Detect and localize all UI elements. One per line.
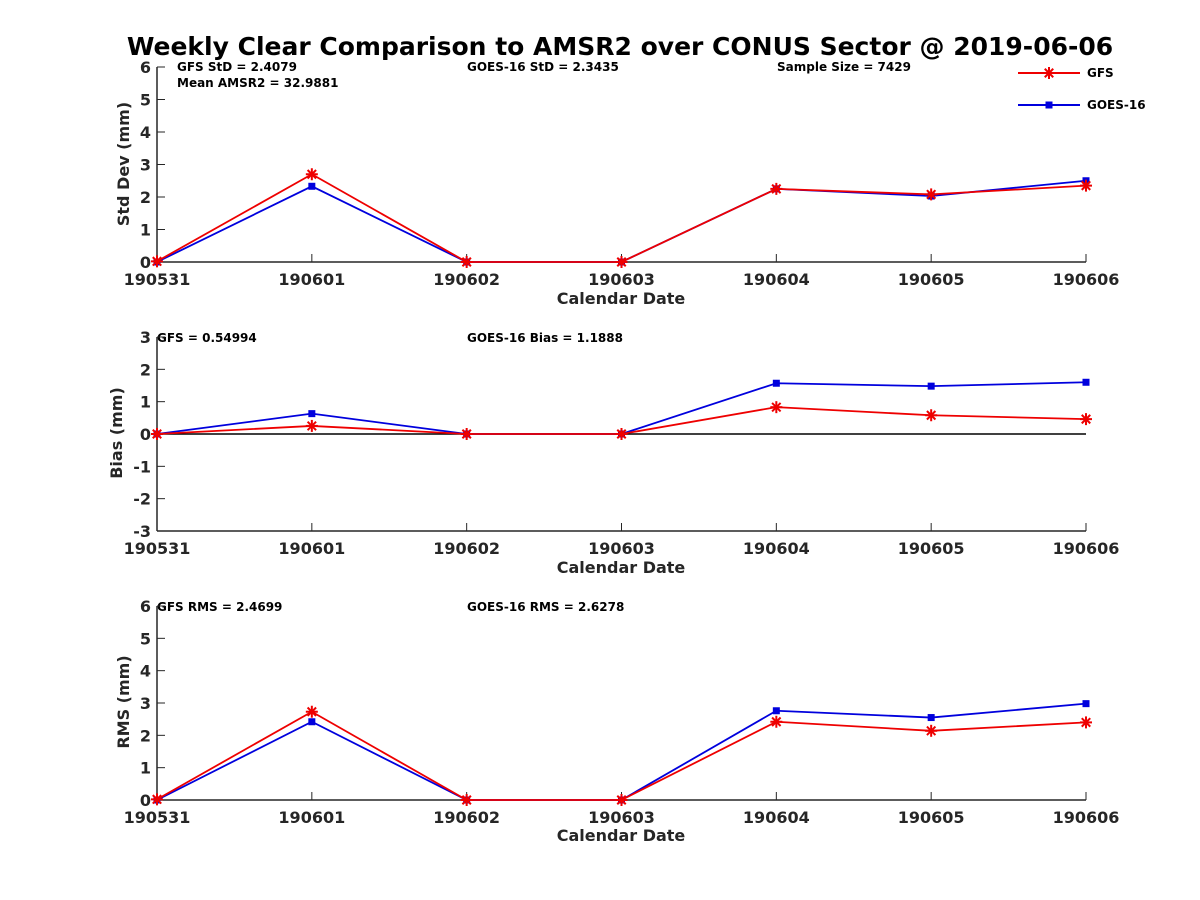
x-tick-label: 190602	[433, 539, 500, 558]
gfs-data-point	[460, 256, 473, 268]
x-tick-label: 190604	[743, 808, 810, 827]
x-tick-label: 190606	[1053, 808, 1120, 827]
bias-xlabel: Calendar Date	[557, 558, 686, 577]
x-tick-label: 190601	[278, 808, 345, 827]
y-tick-label: 5	[140, 629, 151, 648]
x-tick-label: 190603	[588, 808, 655, 827]
y-tick-label: 3	[140, 694, 151, 713]
gfs-data-point	[770, 182, 783, 195]
y-tick-label: 6	[140, 58, 151, 77]
y-tick-label: -3	[133, 522, 151, 541]
x-tick-label: 190601	[278, 539, 345, 558]
goes-bias-annotation: GOES-16 Bias = 1.1888	[467, 331, 623, 345]
y-tick-label: 0	[140, 791, 151, 810]
goes16-data-point	[1082, 378, 1090, 386]
legend-gfs-marker	[1043, 67, 1055, 79]
legend-goes-marker	[1045, 101, 1053, 109]
rms-panel: GFS RMS = 2.4699 GOES-16 RMS = 2.6278 01…	[114, 597, 1119, 845]
goes16-data-point	[1082, 700, 1090, 708]
y-tick-label: 2	[140, 188, 151, 207]
gfs-std-annotation: GFS StD = 2.4079	[177, 60, 297, 74]
gfs-rms-annotation: GFS RMS = 2.4699	[157, 600, 282, 614]
gfs-data-point	[615, 794, 628, 806]
gfs-data-point	[305, 419, 318, 432]
figure-title: Weekly Clear Comparison to AMSR2 over CO…	[127, 32, 1113, 61]
x-tick-label: 190601	[278, 270, 345, 289]
y-tick-label: 3	[140, 328, 151, 347]
x-tick-label: 190603	[588, 539, 655, 558]
mean-amsr2-annotation: Mean AMSR2 = 32.9881	[177, 76, 338, 90]
rms-xlabel: Calendar Date	[557, 826, 686, 845]
y-tick-label: 5	[140, 91, 151, 110]
legend: GFS GOES-16	[1018, 66, 1146, 112]
y-tick-label: -1	[133, 457, 151, 476]
gfs-bias-annotation: GFS = 0.54994	[157, 331, 257, 345]
gfs-data-point	[151, 428, 163, 440]
x-tick-label: 190605	[898, 270, 965, 289]
sample-size-annotation: Sample Size = 7429	[777, 60, 911, 74]
gfs-data-point	[925, 409, 938, 422]
gfs-data-point	[305, 168, 318, 181]
y-tick-label: 3	[140, 156, 151, 175]
y-tick-label: 1	[140, 759, 151, 778]
x-tick-label: 190604	[743, 270, 810, 289]
gfs-data-point	[925, 188, 938, 201]
gfs-data-point	[1080, 716, 1092, 729]
gfs-data-point	[151, 255, 163, 268]
gfs-data-point	[151, 793, 163, 806]
std-dev-xlabel: Calendar Date	[557, 289, 686, 308]
std-dev-panel: GFS StD = 2.4079 Mean AMSR2 = 32.9881 GO…	[114, 58, 1119, 308]
goes16-data-point	[927, 714, 935, 722]
goes16-data-point	[308, 182, 316, 190]
y-tick-label: 6	[140, 597, 151, 616]
y-tick-label: 0	[140, 425, 151, 444]
goes-rms-annotation: GOES-16 RMS = 2.6278	[467, 600, 624, 614]
goes16-data-point	[927, 382, 935, 390]
gfs-data-point	[305, 705, 318, 718]
bias-panel: GFS = 0.54994 GOES-16 Bias = 1.1888 -3 -2…	[107, 328, 1119, 577]
x-tick-label: 190531	[124, 539, 191, 558]
x-tick-label: 190603	[588, 270, 655, 289]
goes16-data-point	[772, 379, 780, 387]
goes16-data-point	[308, 718, 316, 726]
y-tick-label: 1	[140, 221, 151, 240]
x-tick-label: 190604	[743, 539, 810, 558]
legend-gfs-label: GFS	[1087, 66, 1114, 80]
gfs-data-point	[615, 256, 628, 268]
gfs-data-point	[460, 428, 473, 440]
goes-std-annotation: GOES-16 StD = 2.3435	[467, 60, 619, 74]
gfs-data-point	[1080, 179, 1092, 192]
x-tick-label: 190602	[433, 270, 500, 289]
goes16-legend-marker-glyph	[1045, 101, 1053, 109]
gfs-legend-marker-glyph	[1043, 67, 1055, 79]
goes16-data-point	[772, 707, 780, 715]
x-tick-label: 190605	[898, 808, 965, 827]
gfs-data-point	[770, 401, 783, 414]
y-tick-label: 1	[140, 393, 151, 412]
gfs-data-point	[770, 715, 783, 728]
y-tick-label: 2	[140, 360, 151, 379]
y-tick-label: -2	[133, 490, 151, 509]
x-tick-label: 190606	[1053, 539, 1120, 558]
y-tick-label: 4	[140, 123, 151, 142]
gfs-data-point	[1080, 413, 1092, 426]
gfs-data-point	[615, 428, 628, 440]
gfs-data-point	[925, 724, 938, 737]
x-tick-label: 190531	[124, 808, 191, 827]
y-tick-label: 0	[140, 253, 151, 272]
std-dev-ylabel: Std Dev (mm)	[114, 102, 133, 226]
goes16-data-point	[308, 410, 316, 418]
bias-ylabel: Bias (mm)	[107, 387, 126, 479]
x-tick-label: 190602	[433, 808, 500, 827]
legend-goes-label: GOES-16	[1087, 98, 1146, 112]
y-tick-label: 2	[140, 726, 151, 745]
x-tick-label: 190606	[1053, 270, 1120, 289]
rms-ylabel: RMS (mm)	[114, 655, 133, 748]
x-tick-label: 190531	[124, 270, 191, 289]
x-tick-label: 190605	[898, 539, 965, 558]
gfs-data-point	[460, 794, 473, 806]
y-tick-label: 4	[140, 662, 151, 681]
